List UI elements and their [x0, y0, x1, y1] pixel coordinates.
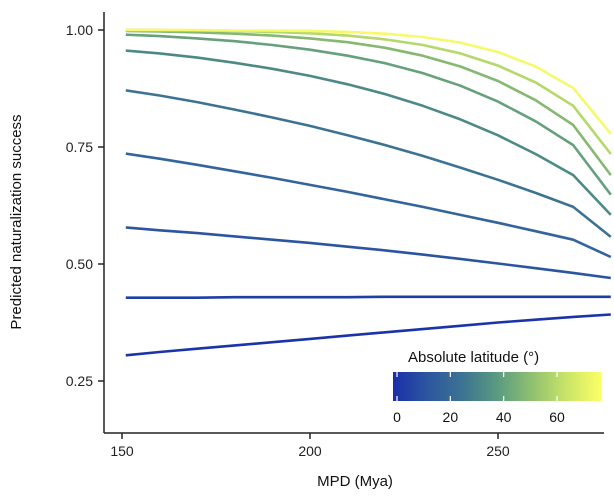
legend-tick-label: 40 — [496, 409, 512, 425]
x-axis-title: MPD (Mya) — [317, 473, 393, 490]
legend: Absolute latitude (°) 0 20 40 60 — [393, 349, 601, 425]
legend-ticks: 0 20 40 60 — [393, 372, 565, 425]
legend-tick-label: 20 — [443, 409, 459, 425]
y-tick-label: 0.25 — [66, 373, 93, 389]
x-tick-label: 150 — [110, 443, 134, 459]
y-axis-title: Predicted naturalization success — [8, 114, 25, 329]
series-lines — [125, 28, 612, 357]
y-tick-label: 0.75 — [66, 139, 93, 155]
legend-tick-label: 0 — [393, 409, 401, 425]
series-line-5 — [125, 49, 612, 216]
series-line-2 — [125, 226, 611, 280]
x-tick-label: 200 — [298, 443, 322, 459]
x-tick-label: 250 — [486, 443, 510, 459]
series-line-0 — [125, 313, 611, 357]
series-line-3 — [125, 152, 612, 259]
legend-title: Absolute latitude (°) — [408, 349, 539, 366]
series-line-6 — [125, 33, 612, 196]
series-line-4 — [125, 89, 612, 238]
legend-tick-label: 60 — [549, 409, 565, 425]
y-tick-label: 1.00 — [66, 22, 93, 38]
series-line-1 — [125, 295, 611, 299]
y-tick-label: 0.50 — [66, 256, 93, 272]
series-line-9 — [125, 28, 612, 135]
axes — [103, 12, 604, 434]
series-line-8 — [125, 28, 612, 155]
legend-colorbar — [393, 372, 601, 401]
series-line-7 — [125, 29, 612, 176]
